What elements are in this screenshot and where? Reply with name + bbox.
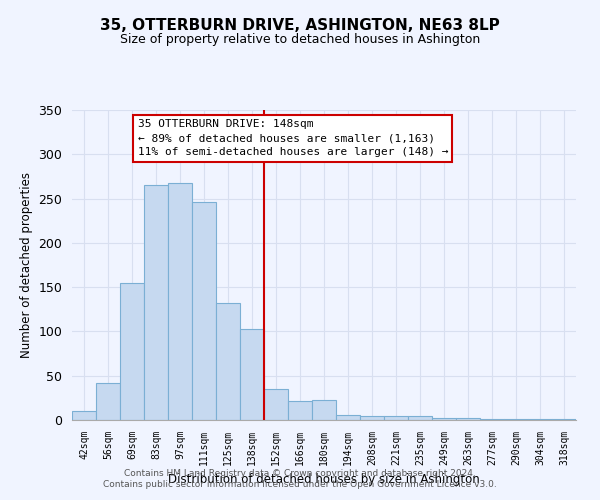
Bar: [432, 418, 456, 420]
Bar: [264, 389, 288, 420]
Bar: [240, 329, 264, 420]
Bar: [192, 202, 216, 420]
Bar: [408, 416, 432, 420]
Bar: [552, 419, 576, 420]
Bar: [288, 400, 312, 420]
X-axis label: Distribution of detached houses by size in Ashington: Distribution of detached houses by size …: [168, 474, 480, 486]
Bar: [96, 383, 120, 420]
Bar: [360, 416, 384, 420]
Bar: [504, 419, 528, 420]
Text: 35 OTTERBURN DRIVE: 148sqm
← 89% of detached houses are smaller (1,163)
11% of s: 35 OTTERBURN DRIVE: 148sqm ← 89% of deta…: [137, 120, 448, 158]
Bar: [384, 416, 408, 420]
Bar: [528, 419, 552, 420]
Text: Size of property relative to detached houses in Ashington: Size of property relative to detached ho…: [120, 32, 480, 46]
Text: Contains public sector information licensed under the Open Government Licence v3: Contains public sector information licen…: [103, 480, 497, 489]
Text: 35, OTTERBURN DRIVE, ASHINGTON, NE63 8LP: 35, OTTERBURN DRIVE, ASHINGTON, NE63 8LP: [100, 18, 500, 32]
Bar: [336, 414, 360, 420]
Bar: [120, 282, 144, 420]
Bar: [144, 186, 168, 420]
Bar: [312, 400, 336, 420]
Bar: [72, 411, 96, 420]
Bar: [168, 182, 192, 420]
Text: Contains HM Land Registry data © Crown copyright and database right 2024.: Contains HM Land Registry data © Crown c…: [124, 468, 476, 477]
Y-axis label: Number of detached properties: Number of detached properties: [20, 172, 33, 358]
Bar: [456, 418, 480, 420]
Bar: [216, 303, 240, 420]
Bar: [480, 419, 504, 420]
